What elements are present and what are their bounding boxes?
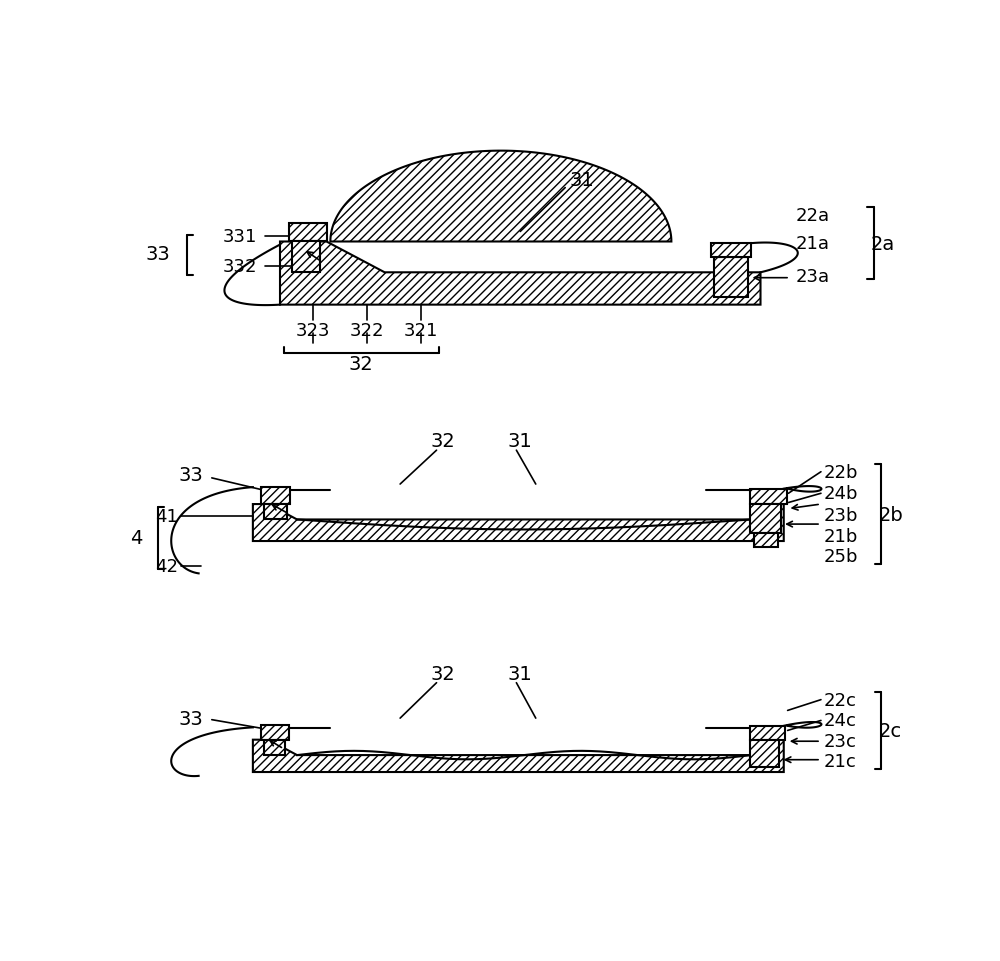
Text: 41: 41 (155, 507, 178, 526)
Text: 22c: 22c (824, 691, 857, 709)
Text: 21b: 21b (824, 527, 858, 545)
Bar (261, 726, 289, 740)
Text: 33: 33 (145, 244, 170, 263)
Text: 23c: 23c (824, 732, 857, 751)
Text: 32: 32 (430, 664, 455, 683)
Text: 331: 331 (223, 228, 257, 246)
Text: 24c: 24c (824, 712, 857, 729)
Text: 2b: 2b (878, 505, 903, 525)
Text: 21a: 21a (795, 234, 829, 253)
Text: 32: 32 (349, 355, 374, 374)
Bar (264, 505, 287, 520)
Bar (264, 740, 285, 755)
Polygon shape (253, 505, 784, 541)
Polygon shape (280, 242, 761, 306)
Text: 33: 33 (178, 709, 203, 727)
Text: 22a: 22a (795, 207, 830, 224)
Bar (750, 740, 779, 768)
Text: 332: 332 (222, 258, 257, 276)
Text: 2c: 2c (878, 721, 901, 740)
Text: 24b: 24b (824, 484, 859, 503)
Text: 31: 31 (508, 432, 533, 451)
Text: 31: 31 (570, 170, 595, 189)
Polygon shape (253, 740, 784, 773)
Text: 322: 322 (350, 322, 384, 339)
Text: 2a: 2a (871, 234, 895, 254)
Text: 4: 4 (130, 529, 143, 548)
Bar (289, 224, 326, 242)
Text: 23a: 23a (795, 268, 830, 285)
Bar (711, 244, 751, 258)
Text: 25b: 25b (824, 548, 859, 566)
Text: 32: 32 (430, 432, 455, 451)
Text: 323: 323 (295, 322, 330, 339)
Bar (750, 505, 781, 533)
Text: 33: 33 (178, 465, 203, 484)
Bar (292, 242, 320, 273)
Text: 22b: 22b (824, 463, 859, 481)
Bar (750, 489, 787, 505)
Bar (261, 487, 290, 505)
Text: 21c: 21c (824, 752, 857, 771)
Bar (750, 727, 785, 740)
Text: 23b: 23b (824, 506, 859, 525)
Bar (754, 533, 778, 548)
Text: 42: 42 (155, 557, 178, 576)
Text: 31: 31 (508, 664, 533, 683)
Polygon shape (330, 152, 671, 242)
Bar (714, 258, 748, 298)
Text: 321: 321 (404, 322, 438, 339)
